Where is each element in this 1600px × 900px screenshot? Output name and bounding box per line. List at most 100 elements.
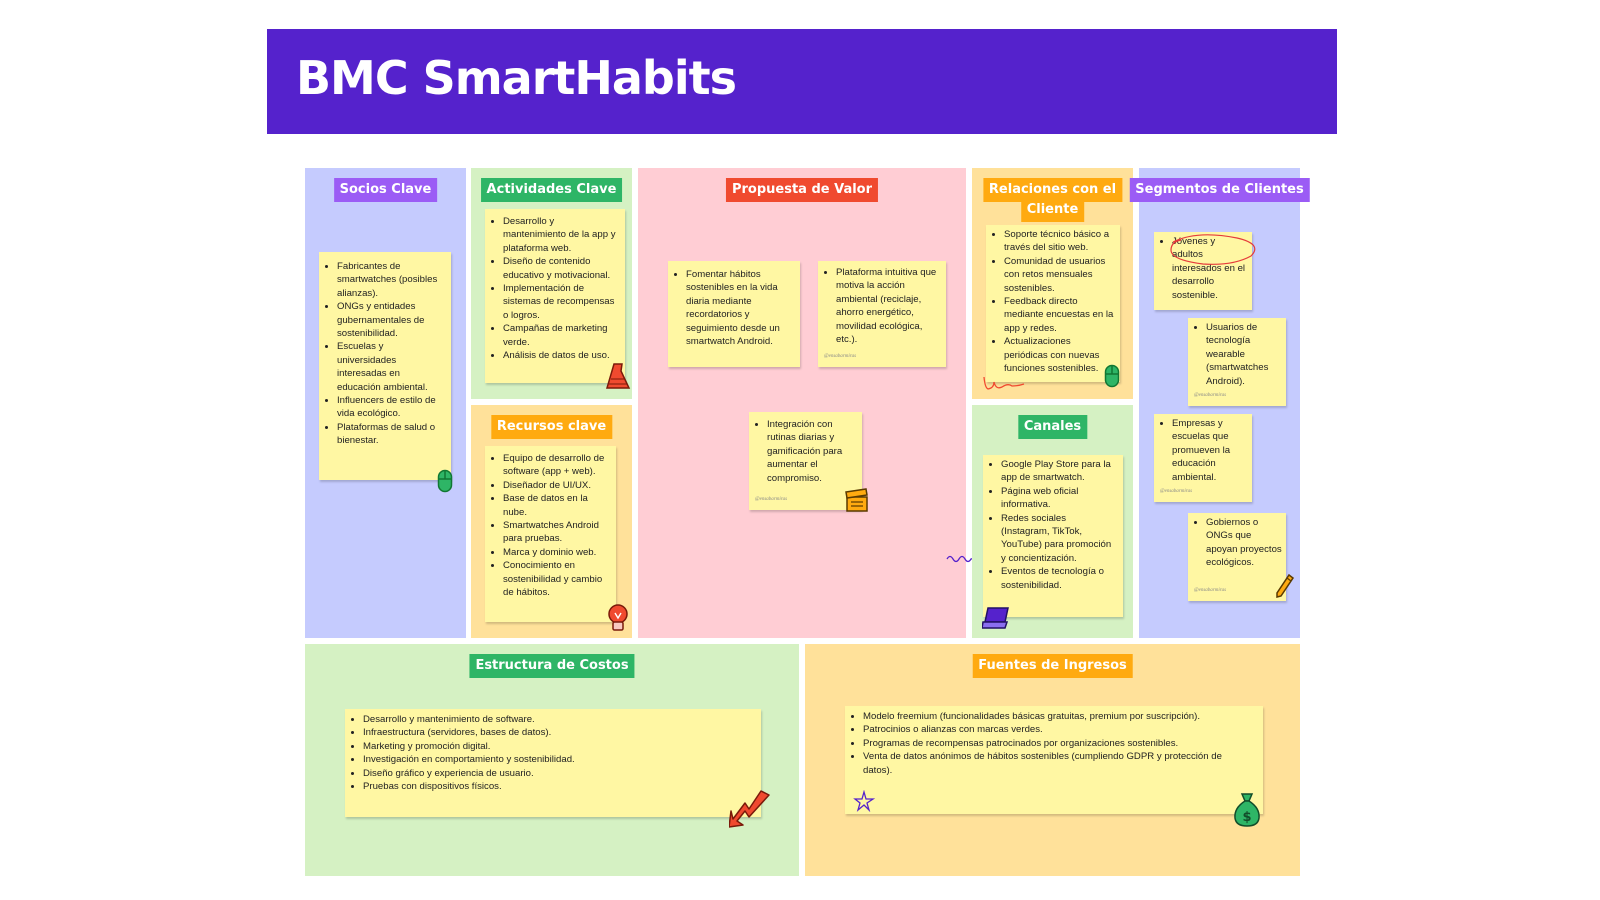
- note-segmentos-4[interactable]: Gobiernos o ONGs que apoyan proyectos ec…: [1188, 513, 1286, 601]
- list-item: Plataforma intuitiva que motiva la acció…: [836, 266, 940, 346]
- list-item: Base de datos en la nube.: [503, 492, 610, 519]
- list-item: ONGs y entidades gubernamentales de sost…: [337, 300, 445, 340]
- list-item: Pruebas con dispositivos físicos.: [363, 780, 753, 793]
- list-actividades: Desarrollo y mantenimiento de la app y p…: [485, 209, 625, 362]
- list-canales: Google Play Store para la app de smartwa…: [983, 455, 1123, 592]
- list-item: Fabricantes de smartwatches (posibles al…: [337, 260, 445, 300]
- note-segmentos-1[interactable]: Jóvenes y adultos interesados en el desa…: [1154, 232, 1252, 310]
- block-actividades-clave: Actividades Clave Desarrollo y mantenimi…: [471, 168, 632, 399]
- note-propuesta-1[interactable]: Fomentar hábitos sostenibles en la vida …: [668, 261, 800, 367]
- list-item: Investigación en comportamiento y sosten…: [363, 753, 753, 766]
- list-item: Desarrollo y mantenimiento de software.: [363, 713, 753, 726]
- mouse-icon: [437, 469, 453, 493]
- note-costos[interactable]: Desarrollo y mantenimiento de software.I…: [345, 709, 761, 817]
- list-item: Google Play Store para la app de smartwa…: [1001, 458, 1117, 485]
- list-ingresos: Modelo freemium (funcionalidades básicas…: [845, 706, 1263, 777]
- note-recursos[interactable]: Equipo de desarrollo de software (app + …: [485, 446, 616, 622]
- note-signature: @ensabarmiras: [1194, 392, 1227, 398]
- list-costos: Desarrollo y mantenimiento de software.I…: [345, 709, 761, 793]
- note-signature: @ensabarmiras: [755, 496, 788, 502]
- list-item: Desarrollo y mantenimiento de la app y p…: [503, 215, 619, 255]
- list-item: Conocimiento en sostenibilidad y cambio …: [503, 559, 610, 599]
- circle-doodle-icon: [1167, 232, 1263, 268]
- list-item: Integración con rutinas diarias y gamifi…: [767, 418, 857, 485]
- note-propuesta-2[interactable]: Plataforma intuitiva que motiva la acció…: [818, 261, 946, 367]
- list-item: Diseño de contenido educativo y motivaci…: [503, 255, 619, 282]
- list-item: Campañas de marketing verde.: [503, 322, 619, 349]
- label-relaciones-line1: Relaciones con el: [982, 178, 1123, 202]
- pencil-icon: [1275, 573, 1295, 599]
- list-socios: Fabricantes de smartwatches (posibles al…: [319, 252, 451, 448]
- list-item: Plataformas de salud o bienestar.: [337, 421, 445, 448]
- list-item: Infraestructura (servidores, bases de da…: [363, 726, 753, 739]
- svg-text:$: $: [1242, 810, 1251, 825]
- list-item: Modelo freemium (funcionalidades básicas…: [863, 710, 1239, 723]
- label-estructura-costos: Estructura de Costos: [469, 654, 635, 678]
- list-recursos: Equipo de desarrollo de software (app + …: [485, 446, 616, 599]
- label-actividades-clave: Actividades Clave: [480, 178, 623, 202]
- block-recursos-clave: Recursos clave Equipo de desarrollo de s…: [471, 405, 632, 638]
- block-segmentos-clientes: Segmentos de Clientes Jóvenes y adultos …: [1129, 168, 1310, 638]
- title-banner: BMC SmartHabits: [267, 29, 1337, 134]
- mouse-icon: [1104, 364, 1120, 388]
- note-relaciones[interactable]: Soporte técnico básico a través del siti…: [986, 225, 1120, 382]
- note-signature: @ensabarmiras: [1194, 587, 1227, 593]
- list-item: Venta de datos anónimos de hábitos soste…: [863, 750, 1239, 777]
- note-actividades[interactable]: Desarrollo y mantenimiento de la app y p…: [485, 209, 625, 383]
- block-relaciones-cliente: Relaciones con el Cliente Soporte técnic…: [972, 168, 1133, 399]
- note-segmentos-2[interactable]: Usuarios de tecnología wearable (smartwa…: [1188, 318, 1286, 406]
- clapperboard-icon: [844, 488, 870, 514]
- list-item: Equipo de desarrollo de software (app + …: [503, 452, 610, 479]
- label-socios-clave: Socios Clave: [333, 178, 438, 202]
- list-item: Redes sociales (Instagram, TikTok, YouTu…: [1001, 512, 1117, 566]
- label-propuesta-de-valor: Propuesta de Valor: [725, 178, 879, 202]
- list-item: Influencers de estilo de vida ecológico.: [337, 394, 445, 421]
- list-item: Smartwatches Android para pruebas.: [503, 519, 610, 546]
- star-doodle-icon: [853, 790, 875, 812]
- list-item: Gobiernos o ONGs que apoyan proyectos ec…: [1206, 516, 1282, 570]
- list-item: Empresas y escuelas que promueven la edu…: [1172, 417, 1248, 484]
- label-relaciones-line2: Cliente: [1020, 198, 1085, 222]
- block-propuesta-de-valor: Propuesta de Valor Fomentar hábitos sost…: [638, 168, 993, 638]
- label-fuentes-ingresos: Fuentes de Ingresos: [972, 654, 1133, 678]
- list-item: Jóvenes y adultos interesados en el desa…: [1172, 235, 1248, 302]
- list-relaciones: Soporte técnico básico a través del siti…: [986, 225, 1120, 375]
- money-bag-icon: $: [1232, 792, 1262, 828]
- note-propuesta-3[interactable]: Integración con rutinas diarias y gamifi…: [749, 412, 862, 510]
- list-item: Feedback directo mediante encuestas en l…: [1004, 295, 1114, 335]
- note-canales[interactable]: Google Play Store para la app de smartwa…: [983, 455, 1123, 617]
- label-segmentos-clientes: Segmentos de Clientes: [1129, 178, 1310, 202]
- dress-icon: [603, 362, 633, 392]
- laptop-icon: [982, 605, 1012, 631]
- squiggle-doodle-icon: [982, 374, 1026, 392]
- list-item: Diseño gráfico y experiencia de usuario.: [363, 767, 753, 780]
- list-item: Usuarios de tecnología wearable (smartwa…: [1206, 321, 1282, 388]
- board-title: BMC SmartHabits: [296, 51, 737, 105]
- list-item: Implementación de sistemas de recompensa…: [503, 282, 619, 322]
- note-segmentos-3[interactable]: Empresas y escuelas que promueven la edu…: [1154, 414, 1252, 502]
- note-ingresos[interactable]: Modelo freemium (funcionalidades básicas…: [845, 706, 1263, 814]
- list-item: Patrocinios o alianzas con marcas verdes…: [863, 723, 1239, 736]
- block-estructura-costos: Estructura de Costos Desarrollo y manten…: [305, 644, 799, 876]
- note-signature: @ensabarmiras: [1160, 488, 1193, 494]
- list-item: Comunidad de usuarios con retos mensuale…: [1004, 255, 1114, 295]
- label-recursos-clave: Recursos clave: [490, 415, 613, 439]
- list-item: Eventos de tecnología o sostenibilidad.: [1001, 565, 1117, 592]
- block-fuentes-ingresos: Fuentes de Ingresos Modelo freemium (fun…: [805, 644, 1300, 876]
- list-item: Actualizaciones periódicas con nuevas fu…: [1004, 335, 1114, 375]
- list-item: Escuelas y universidades interesadas en …: [337, 340, 445, 394]
- list-item: Diseñador de UI/UX.: [503, 479, 610, 492]
- list-item: Fomentar hábitos sostenibles en la vida …: [686, 268, 794, 348]
- note-socios[interactable]: Fabricantes de smartwatches (posibles al…: [319, 252, 451, 480]
- list-item: Marketing y promoción digital.: [363, 740, 753, 753]
- label-canales: Canales: [1017, 415, 1088, 439]
- note-signature: @ensabarmiras: [824, 353, 857, 359]
- arrow-down-icon: [729, 789, 773, 829]
- block-socios-clave: Socios Clave Fabricantes de smartwatches…: [305, 168, 466, 638]
- block-canales: Canales Google Play Store para la app de…: [972, 405, 1133, 638]
- lightbulb-icon: [606, 603, 630, 635]
- list-item: Programas de recompensas patrocinados po…: [863, 737, 1239, 750]
- list-item: Análisis de datos de uso.: [503, 349, 619, 362]
- list-item: Marca y dominio web.: [503, 546, 610, 559]
- list-item: Soporte técnico básico a través del siti…: [1004, 228, 1114, 255]
